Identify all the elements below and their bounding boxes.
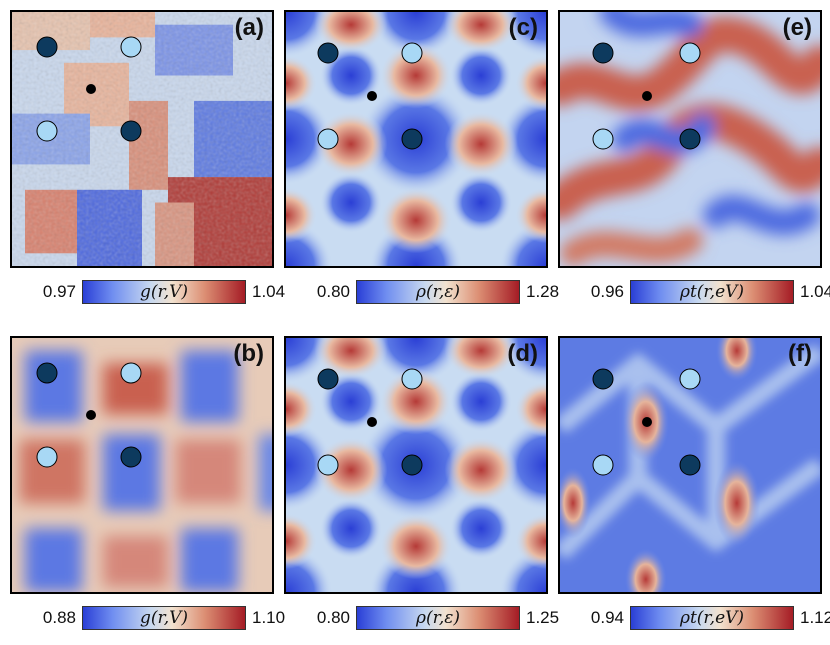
colorbar-a: 0.97 g(r,V) 1.04 <box>28 280 300 304</box>
colorbar-min: 0.94 <box>590 608 624 627</box>
colorbar-f: 0.94 ρt(r,eV) 1.12 <box>576 606 830 630</box>
colorbar-gradient: ρt(r,eV) <box>630 280 794 304</box>
colorbar-c: 0.80 ρ(r,ε) 1.28 <box>302 280 574 304</box>
colorbar-max: 1.28 <box>526 282 560 301</box>
heatmap-e <box>560 12 820 266</box>
colorbar-quantity: ρt(r,eV) <box>679 608 745 628</box>
colorbar-d: 0.80 ρ(r,ε) 1.25 <box>302 606 574 630</box>
heatmap-f <box>560 338 820 592</box>
heatmap-b <box>12 338 272 592</box>
panel-e: (e) <box>558 10 822 268</box>
colorbar-quantity: g(r,V) <box>139 282 189 302</box>
colorbar-e: 0.96 ρt(r,eV) 1.04 <box>576 280 830 304</box>
colorbar-max: 1.04 <box>800 282 830 301</box>
panel-label: (f) <box>788 340 812 367</box>
colorbar-quantity: ρ(r,ε) <box>415 282 461 302</box>
colorbar-gradient: g(r,V) <box>82 606 246 630</box>
panel-label: (d) <box>507 340 538 367</box>
colorbar-gradient: ρ(r,ε) <box>356 280 520 304</box>
colorbar-gradient: g(r,V) <box>82 280 246 304</box>
panel-b: (b) <box>10 336 274 594</box>
heatmap-a <box>12 12 272 266</box>
panel-label: (e) <box>782 14 812 41</box>
colorbar-max: 1.10 <box>252 608 286 627</box>
colorbar-min: 0.96 <box>590 282 624 301</box>
colorbar-quantity: g(r,V) <box>139 608 189 628</box>
colorbar-gradient: ρt(r,eV) <box>630 606 794 630</box>
panel-d: (d) <box>284 336 548 594</box>
colorbar-gradient: ρ(r,ε) <box>356 606 520 630</box>
colorbar-min: 0.80 <box>316 608 350 627</box>
panel-a: (a) <box>10 10 274 268</box>
colorbar-max: 1.12 <box>800 608 830 627</box>
colorbar-max: 1.04 <box>252 282 286 301</box>
colorbar-min: 0.88 <box>42 608 76 627</box>
panel-label: (a) <box>234 14 264 41</box>
heatmap-d <box>286 338 546 592</box>
colorbar-max: 1.25 <box>526 608 560 627</box>
panel-c: (c) <box>284 10 548 268</box>
panel-label: (c) <box>508 14 538 41</box>
colorbar-min: 0.80 <box>316 282 350 301</box>
panel-label: (b) <box>233 340 264 367</box>
colorbar-quantity: ρt(r,eV) <box>679 282 745 302</box>
colorbar-b: 0.88 g(r,V) 1.10 <box>28 606 300 630</box>
panel-f: (f) <box>558 336 822 594</box>
heatmap-c <box>286 12 546 266</box>
colorbar-min: 0.97 <box>42 282 76 301</box>
colorbar-quantity: ρ(r,ε) <box>415 608 461 628</box>
